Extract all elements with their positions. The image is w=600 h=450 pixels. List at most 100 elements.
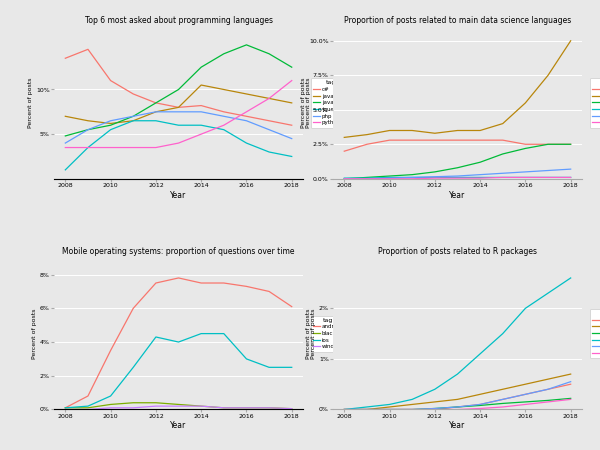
Line: dplyr: dplyr — [344, 384, 571, 410]
ggplot2 — [431, 399, 439, 405]
shiny — [544, 387, 551, 392]
php — [288, 136, 295, 141]
c# — [107, 78, 114, 83]
tableau — [499, 175, 506, 180]
blackbb — [107, 402, 114, 407]
Line: r: r — [344, 144, 571, 179]
android — [265, 289, 272, 294]
c# — [265, 118, 272, 123]
c# — [220, 109, 227, 114]
sas — [454, 175, 461, 180]
tableau — [364, 176, 371, 181]
java — [243, 91, 250, 97]
ggplot2 — [476, 392, 484, 397]
r — [544, 142, 551, 147]
php — [62, 140, 69, 146]
python — [62, 145, 69, 150]
r — [364, 175, 371, 180]
window — [62, 407, 69, 412]
tidyr — [499, 404, 506, 410]
tableau — [567, 175, 574, 180]
X-axis label: Year: Year — [170, 191, 187, 200]
python — [130, 145, 137, 150]
tidyr — [454, 407, 461, 412]
Line: ggplot2: ggplot2 — [344, 374, 571, 410]
javascript — [288, 64, 295, 70]
Line: python: python — [65, 81, 292, 148]
shiny — [522, 392, 529, 397]
java — [197, 82, 205, 88]
knitr — [409, 407, 416, 412]
Line: sas: sas — [344, 177, 571, 178]
python — [107, 145, 114, 150]
tidyr — [409, 407, 416, 412]
ios — [175, 339, 182, 345]
ios — [265, 364, 272, 370]
Line: r: r — [344, 278, 571, 410]
mysql — [364, 142, 371, 147]
php — [175, 109, 182, 114]
dplyr — [409, 407, 416, 412]
knitr — [522, 399, 529, 405]
jquery — [107, 127, 114, 132]
sas — [544, 175, 551, 180]
Title: Proportion of posts related to main data science languages: Proportion of posts related to main data… — [344, 16, 571, 25]
scala — [364, 176, 371, 181]
blackbb — [85, 405, 92, 410]
Line: scala: scala — [344, 169, 571, 179]
python — [288, 78, 295, 83]
Line: c#: c# — [65, 50, 292, 125]
sas — [364, 176, 371, 181]
mysql — [544, 142, 551, 147]
dplyr — [364, 407, 371, 412]
tableau — [522, 175, 529, 180]
c# — [197, 103, 205, 108]
r — [431, 169, 439, 175]
javascript — [175, 87, 182, 92]
r — [567, 275, 574, 281]
tableau — [431, 176, 439, 181]
php — [130, 113, 137, 119]
r — [499, 151, 506, 157]
blackbb — [288, 406, 295, 411]
c# — [243, 113, 250, 119]
knitr — [341, 407, 348, 412]
ios — [197, 331, 205, 336]
jquery — [265, 149, 272, 155]
tableau — [476, 176, 484, 181]
window — [243, 405, 250, 410]
ggplot2 — [454, 397, 461, 402]
scala — [522, 169, 529, 175]
blackbb — [152, 400, 160, 405]
Legend: android, blackbb, ios, window: android, blackbb, ios, window — [311, 315, 346, 351]
python — [197, 131, 205, 137]
python — [364, 132, 371, 137]
mysql — [476, 137, 484, 143]
Title: Proportion of posts related to R packages: Proportion of posts related to R package… — [378, 247, 537, 256]
dplyr — [522, 392, 529, 397]
shiny — [364, 407, 371, 412]
python — [386, 128, 393, 133]
javascript — [85, 127, 92, 132]
window — [175, 404, 182, 409]
java — [85, 118, 92, 123]
dplyr — [544, 387, 551, 392]
window — [107, 405, 114, 410]
python — [522, 100, 529, 106]
android — [175, 275, 182, 281]
blackbb — [197, 404, 205, 409]
javascript — [62, 133, 69, 139]
c# — [62, 55, 69, 61]
mysql — [454, 137, 461, 143]
ggplot2 — [409, 402, 416, 407]
shiny — [386, 407, 393, 412]
shiny — [476, 402, 484, 407]
r — [476, 351, 484, 356]
window — [85, 407, 92, 412]
python — [431, 130, 439, 136]
ios — [152, 334, 160, 340]
python — [220, 122, 227, 128]
shiny — [454, 404, 461, 410]
java — [107, 121, 114, 126]
jquery — [62, 167, 69, 172]
